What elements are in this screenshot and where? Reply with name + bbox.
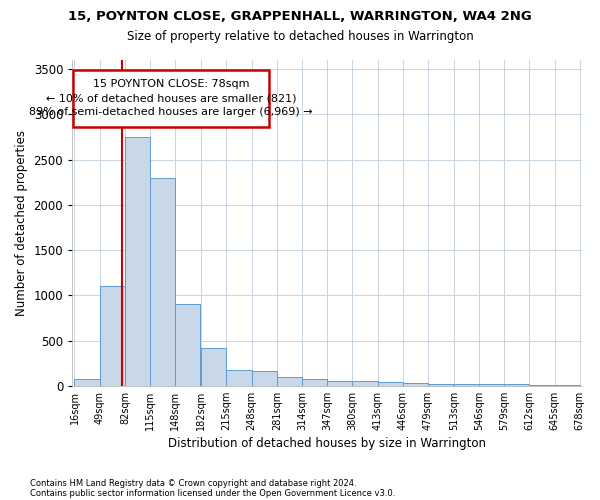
- Bar: [100, 286, 125, 386]
- Bar: [454, 384, 479, 386]
- X-axis label: Distribution of detached houses by size in Warrington: Distribution of detached houses by size …: [168, 437, 486, 450]
- Text: 15 POYNTON CLOSE: 78sqm
← 10% of detached houses are smaller (821)
89% of semi-d: 15 POYNTON CLOSE: 78sqm ← 10% of detache…: [29, 80, 313, 118]
- Bar: [403, 382, 428, 386]
- Bar: [150, 178, 175, 386]
- Bar: [201, 348, 226, 386]
- Text: Contains public sector information licensed under the Open Government Licence v3: Contains public sector information licen…: [30, 488, 395, 498]
- Bar: [175, 304, 200, 386]
- Text: 15, POYNTON CLOSE, GRAPPENHALL, WARRINGTON, WA4 2NG: 15, POYNTON CLOSE, GRAPPENHALL, WARRINGT…: [68, 10, 532, 23]
- Bar: [251, 371, 277, 386]
- Y-axis label: Number of detached properties: Number of detached properties: [15, 130, 28, 316]
- Bar: [554, 385, 580, 386]
- Bar: [529, 385, 554, 386]
- Bar: [352, 381, 377, 386]
- Bar: [302, 379, 327, 386]
- Bar: [125, 137, 150, 386]
- Bar: [377, 382, 403, 386]
- Bar: [327, 381, 352, 386]
- Bar: [74, 379, 100, 386]
- Bar: [479, 384, 504, 386]
- Bar: [428, 384, 453, 386]
- Bar: [504, 384, 529, 386]
- FancyBboxPatch shape: [73, 70, 269, 127]
- Text: Contains HM Land Registry data © Crown copyright and database right 2024.: Contains HM Land Registry data © Crown c…: [30, 478, 356, 488]
- Text: Size of property relative to detached houses in Warrington: Size of property relative to detached ho…: [127, 30, 473, 43]
- Bar: [226, 370, 251, 386]
- Bar: [277, 377, 302, 386]
